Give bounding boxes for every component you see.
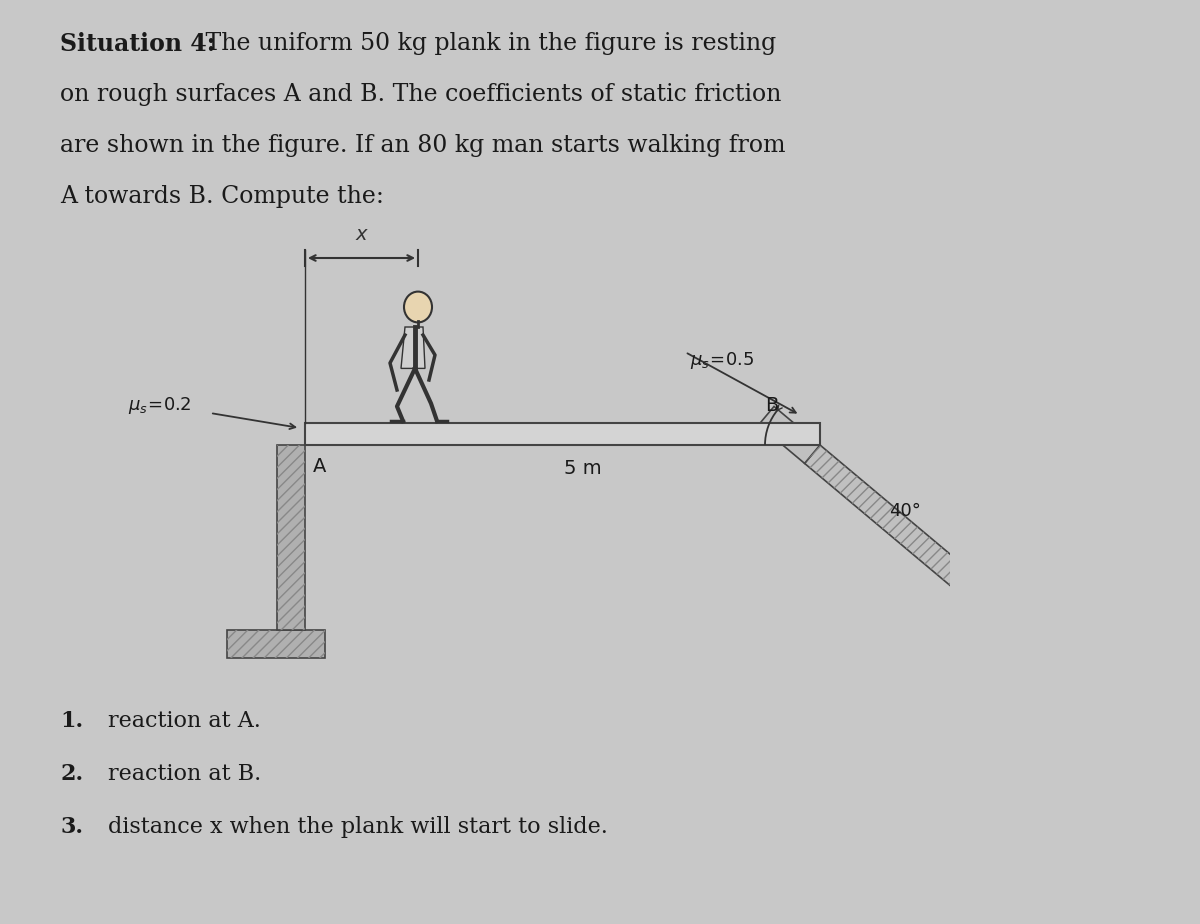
Text: distance x when the plank will start to slide.: distance x when the plank will start to …	[108, 816, 608, 838]
Text: The uniform 50 kg plank in the figure is resting: The uniform 50 kg plank in the figure is…	[198, 32, 776, 55]
Polygon shape	[758, 407, 820, 463]
Text: 5 m: 5 m	[564, 459, 601, 478]
Text: 40°: 40°	[889, 503, 920, 520]
Text: 2.: 2.	[60, 763, 83, 785]
Text: reaction at A.: reaction at A.	[108, 710, 260, 732]
Text: $\mu_s\!=\!0.5$: $\mu_s\!=\!0.5$	[690, 349, 754, 371]
Text: A towards B. Compute the:: A towards B. Compute the:	[60, 185, 384, 208]
Text: x: x	[355, 225, 367, 244]
Polygon shape	[804, 445, 989, 605]
Polygon shape	[227, 630, 325, 658]
Text: Situation 4:: Situation 4:	[60, 32, 215, 56]
Text: are shown in the figure. If an 80 kg man starts walking from: are shown in the figure. If an 80 kg man…	[60, 134, 786, 157]
Polygon shape	[401, 327, 425, 369]
Text: 1.: 1.	[60, 710, 83, 732]
Text: reaction at B.: reaction at B.	[108, 763, 262, 785]
Text: on rough surfaces A and B. The coefficients of static friction: on rough surfaces A and B. The coefficie…	[60, 83, 781, 106]
Text: 3.: 3.	[60, 816, 83, 838]
Ellipse shape	[404, 292, 432, 322]
Text: A: A	[313, 457, 326, 476]
Polygon shape	[305, 423, 820, 445]
Text: $\mu_s\!=\!0.2$: $\mu_s\!=\!0.2$	[128, 395, 191, 416]
Polygon shape	[277, 445, 305, 630]
Text: B: B	[766, 396, 779, 415]
